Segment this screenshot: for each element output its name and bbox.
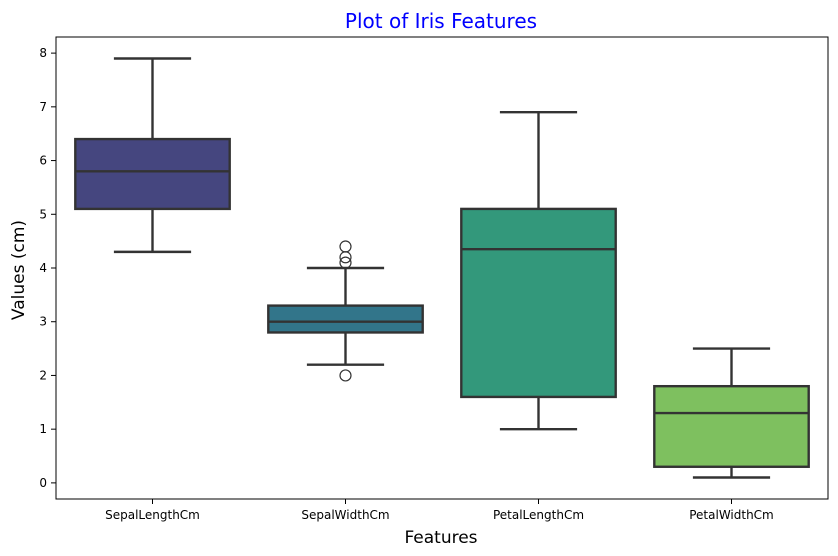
box-PetalLengthCm [460,111,617,431]
chart-title: Plot of Iris Features [345,9,537,33]
outlier-point [339,240,352,253]
y-tick-label: 0 [39,476,47,490]
y-tick-label: 3 [39,315,47,329]
x-tick-label: PetalLengthCm [493,508,584,522]
outlier-point [339,369,352,382]
y-tick-label: 8 [39,46,47,60]
outlier-point [339,251,352,264]
x-tick-label: PetalWidthCm [689,508,774,522]
y-axis-label: Values (cm) [9,220,29,320]
x-axis: SepalLengthCm SepalWidthCm PetalLengthCm Pe… [105,499,774,522]
box-SepalLengthCm [74,57,231,254]
box-iqr [460,207,617,399]
x-tick-label: SepalLengthCm [105,508,200,522]
box-iqr [653,384,810,468]
y-tick-label: 4 [39,261,47,275]
y-tick-label: 6 [39,154,47,168]
y-axis: 0 1 2 3 4 5 6 7 8 [39,46,56,490]
y-tick-label: 1 [39,422,47,436]
y-tick-label: 2 [39,368,47,382]
box-SepalWidthCm [267,240,424,382]
box-iqr [267,304,424,334]
plot-area [55,36,829,500]
box-iqr [74,137,231,211]
x-tick-label: SepalWidthCm [301,508,389,522]
x-axis-label: Features [404,528,477,548]
outlier-point [339,256,352,269]
y-tick-label: 5 [39,207,47,221]
y-tick-label: 7 [39,100,47,114]
box-PetalWidthCm [653,347,810,479]
